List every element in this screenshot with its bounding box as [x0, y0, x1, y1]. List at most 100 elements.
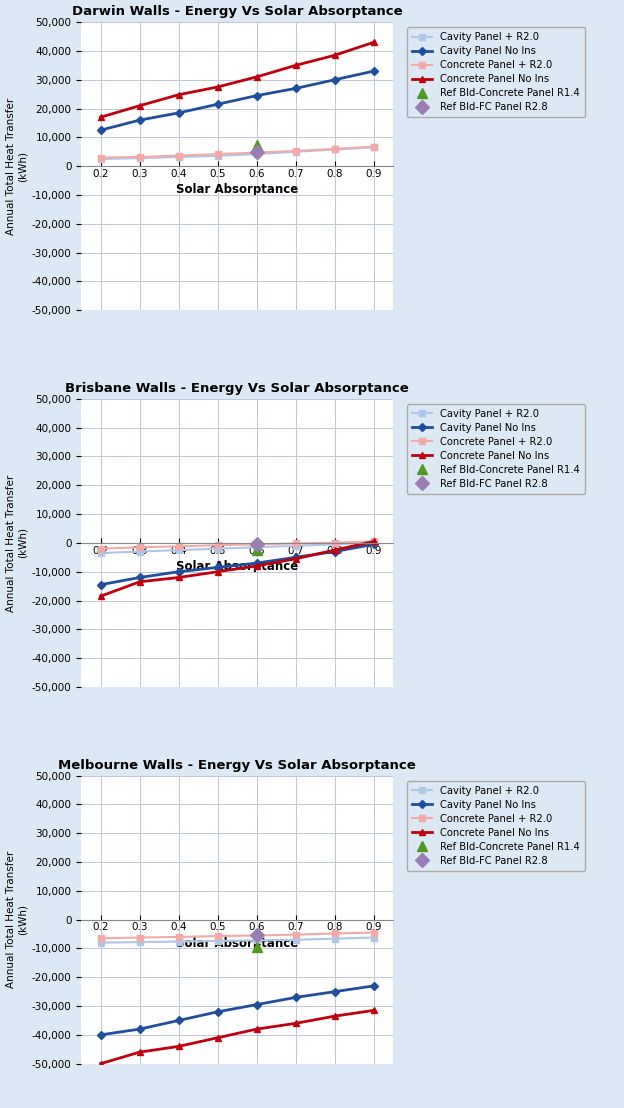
Concrete Panel No Ins — [253, 1023, 260, 1036]
Cavity Panel No Ins — [370, 64, 378, 78]
Concrete Panel No Ins — [97, 111, 104, 124]
Cavity Panel + R2.0 — [292, 540, 300, 553]
Cavity Panel + R2.0 — [292, 933, 300, 946]
Concrete Panel + R2.0 — [370, 140, 378, 153]
Concrete Panel + R2.0 — [292, 144, 300, 157]
Title: Melbourne Walls - Energy Vs Solar Absorptance: Melbourne Walls - Energy Vs Solar Absorp… — [58, 759, 416, 771]
Concrete Panel + R2.0 — [331, 926, 338, 940]
Cavity Panel No Ins — [253, 89, 260, 102]
Concrete Panel No Ins — [292, 59, 300, 72]
Concrete Panel + R2.0 — [292, 537, 300, 551]
Cavity Panel No Ins — [292, 551, 300, 564]
Concrete Panel No Ins — [136, 1046, 144, 1059]
Concrete Panel No Ins — [97, 1057, 104, 1070]
Concrete Panel No Ins — [370, 535, 378, 548]
Line: Concrete Panel + R2.0: Concrete Panel + R2.0 — [98, 930, 376, 941]
Cavity Panel + R2.0 — [175, 151, 182, 164]
Cavity Panel + R2.0 — [175, 543, 182, 556]
Concrete Panel + R2.0 — [214, 538, 222, 552]
Concrete Panel No Ins — [331, 1009, 338, 1023]
Concrete Panel + R2.0 — [175, 931, 182, 944]
X-axis label: Solar Absorptance: Solar Absorptance — [176, 560, 298, 573]
Cavity Panel No Ins — [253, 998, 260, 1012]
Concrete Panel + R2.0 — [253, 537, 260, 551]
Concrete Panel + R2.0 — [136, 541, 144, 554]
Cavity Panel + R2.0 — [214, 934, 222, 947]
Concrete Panel No Ins — [214, 565, 222, 578]
Cavity Panel No Ins — [292, 991, 300, 1004]
Concrete Panel No Ins — [331, 543, 338, 556]
Legend: Cavity Panel + R2.0, Cavity Panel No Ins, Concrete Panel + R2.0, Concrete Panel : Cavity Panel + R2.0, Cavity Panel No Ins… — [407, 28, 585, 117]
Concrete Panel + R2.0 — [253, 146, 260, 160]
Concrete Panel No Ins — [175, 89, 182, 102]
Cavity Panel + R2.0 — [370, 535, 378, 548]
Cavity Panel No Ins — [175, 106, 182, 120]
Cavity Panel + R2.0 — [136, 152, 144, 165]
Cavity Panel + R2.0 — [97, 152, 104, 165]
Cavity Panel No Ins — [331, 545, 338, 558]
Cavity Panel + R2.0 — [214, 150, 222, 163]
Line: Cavity Panel + R2.0: Cavity Panel + R2.0 — [98, 540, 376, 556]
Cavity Panel No Ins — [214, 98, 222, 111]
Concrete Panel No Ins — [97, 589, 104, 603]
X-axis label: Solar Absorptance: Solar Absorptance — [176, 936, 298, 950]
Cavity Panel + R2.0 — [253, 934, 260, 947]
Concrete Panel + R2.0 — [97, 932, 104, 945]
Concrete Panel + R2.0 — [175, 148, 182, 162]
Concrete Panel + R2.0 — [136, 151, 144, 164]
Concrete Panel No Ins — [370, 35, 378, 49]
Concrete Panel + R2.0 — [331, 536, 338, 550]
Concrete Panel + R2.0 — [214, 147, 222, 161]
Line: Concrete Panel + R2.0: Concrete Panel + R2.0 — [98, 144, 376, 161]
Concrete Panel + R2.0 — [136, 931, 144, 944]
Cavity Panel No Ins — [253, 556, 260, 570]
Line: Concrete Panel No Ins: Concrete Panel No Ins — [98, 538, 376, 599]
Cavity Panel No Ins — [175, 565, 182, 578]
Legend: Cavity Panel + R2.0, Cavity Panel No Ins, Concrete Panel + R2.0, Concrete Panel : Cavity Panel + R2.0, Cavity Panel No Ins… — [407, 781, 585, 871]
Cavity Panel + R2.0 — [175, 935, 182, 948]
Concrete Panel + R2.0 — [331, 142, 338, 155]
Concrete Panel No Ins — [370, 1004, 378, 1017]
Cavity Panel No Ins — [331, 73, 338, 86]
Cavity Panel + R2.0 — [292, 145, 300, 158]
Cavity Panel + R2.0 — [370, 931, 378, 944]
Cavity Panel + R2.0 — [253, 147, 260, 161]
Cavity Panel + R2.0 — [97, 936, 104, 950]
Cavity Panel No Ins — [136, 1023, 144, 1036]
Cavity Panel + R2.0 — [136, 545, 144, 558]
Cavity Panel No Ins — [175, 1014, 182, 1027]
Cavity Panel No Ins — [370, 979, 378, 993]
Cavity Panel No Ins — [331, 985, 338, 998]
Line: Concrete Panel + R2.0: Concrete Panel + R2.0 — [98, 538, 376, 552]
Concrete Panel No Ins — [136, 575, 144, 588]
Concrete Panel + R2.0 — [370, 535, 378, 548]
Concrete Panel No Ins — [175, 571, 182, 584]
Cavity Panel No Ins — [292, 82, 300, 95]
Cavity Panel + R2.0 — [331, 537, 338, 551]
Cavity Panel No Ins — [136, 113, 144, 126]
Cavity Panel No Ins — [214, 561, 222, 574]
Concrete Panel No Ins — [253, 560, 260, 573]
Concrete Panel + R2.0 — [97, 151, 104, 164]
Line: Concrete Panel No Ins: Concrete Panel No Ins — [98, 1007, 376, 1067]
X-axis label: Solar Absorptance: Solar Absorptance — [176, 183, 298, 196]
Cavity Panel No Ins — [136, 571, 144, 584]
Concrete Panel + R2.0 — [214, 930, 222, 943]
Legend: Cavity Panel + R2.0, Cavity Panel No Ins, Concrete Panel + R2.0, Concrete Panel : Cavity Panel + R2.0, Cavity Panel No Ins… — [407, 404, 585, 494]
Line: Cavity Panel + R2.0: Cavity Panel + R2.0 — [98, 935, 376, 945]
Cavity Panel + R2.0 — [331, 932, 338, 945]
Cavity Panel + R2.0 — [97, 546, 104, 560]
Concrete Panel + R2.0 — [253, 929, 260, 942]
Line: Cavity Panel + R2.0: Cavity Panel + R2.0 — [98, 145, 376, 162]
Concrete Panel + R2.0 — [97, 542, 104, 555]
Y-axis label: Annual Total Heat Transfer
(kWh): Annual Total Heat Transfer (kWh) — [6, 98, 27, 235]
Concrete Panel No Ins — [331, 49, 338, 62]
Line: Cavity Panel No Ins: Cavity Panel No Ins — [98, 983, 376, 1038]
Concrete Panel No Ins — [214, 1032, 222, 1045]
Cavity Panel No Ins — [97, 124, 104, 137]
Cavity Panel No Ins — [214, 1005, 222, 1018]
Title: Darwin Walls - Energy Vs Solar Absorptance: Darwin Walls - Energy Vs Solar Absorptan… — [72, 6, 402, 18]
Cavity Panel + R2.0 — [370, 141, 378, 154]
Cavity Panel No Ins — [97, 578, 104, 592]
Concrete Panel No Ins — [292, 1017, 300, 1030]
